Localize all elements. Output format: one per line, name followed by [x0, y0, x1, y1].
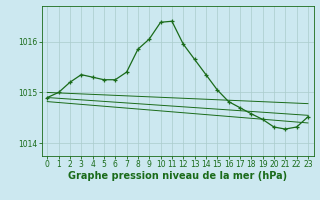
X-axis label: Graphe pression niveau de la mer (hPa): Graphe pression niveau de la mer (hPa) [68, 171, 287, 181]
